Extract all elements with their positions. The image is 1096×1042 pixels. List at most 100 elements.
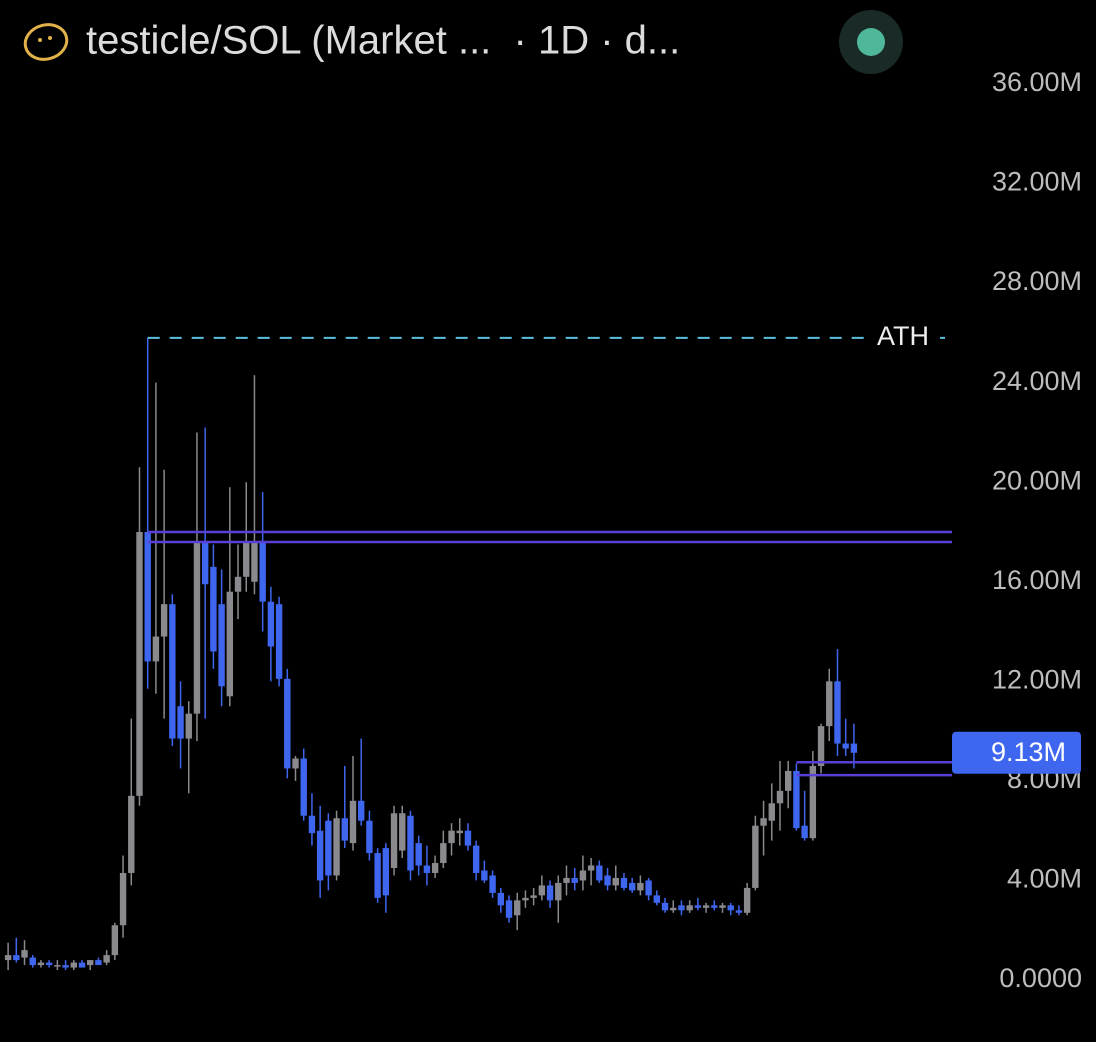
candle-body (29, 957, 36, 966)
candle-body (284, 678, 291, 769)
candle-body (481, 870, 488, 881)
candle-body (686, 905, 693, 911)
candle-body (267, 601, 275, 647)
y-tick-label: 4.00M (1007, 864, 1082, 894)
candle-body (571, 877, 578, 883)
candle-body (366, 820, 373, 854)
candle-body (144, 532, 151, 662)
y-tick-label: 28.00M (992, 266, 1082, 296)
candle-body (776, 790, 784, 804)
chart-title: testicle/SOL (Market ... · 1D · d... (86, 19, 680, 63)
candle-body (349, 800, 357, 844)
candle-body (399, 813, 406, 851)
candle-body (431, 863, 439, 873)
candle-body (538, 885, 546, 896)
candle-body (596, 865, 603, 881)
candle-body (415, 843, 422, 866)
candle-body (514, 900, 521, 916)
candle-body (497, 892, 504, 906)
candle-body (653, 895, 661, 903)
candle-body (842, 743, 849, 749)
candle-body (661, 902, 669, 911)
candle-body (390, 813, 398, 868)
candle-body (546, 885, 554, 901)
candle-body (817, 726, 825, 766)
candle-body (4, 955, 12, 961)
candle-body (727, 905, 734, 911)
candle-body (70, 962, 77, 968)
candle-body (694, 905, 702, 908)
candle-body (752, 825, 759, 888)
candle-body (87, 960, 94, 966)
y-tick-label: 24.00M (992, 366, 1082, 396)
y-tick-label: 0.0000 (999, 963, 1082, 993)
candle-body (579, 870, 587, 881)
candle-body (54, 965, 61, 967)
candle-body (308, 815, 316, 834)
candle-body (743, 887, 751, 913)
candle-body (136, 532, 143, 796)
candle-body (604, 875, 611, 886)
candle-body (472, 845, 480, 873)
candle-body (341, 818, 348, 841)
y-tick-label: 16.00M (992, 565, 1082, 595)
last-price-label: 9.13M (991, 737, 1066, 767)
candle-body (128, 795, 135, 873)
ath-label: ATH (877, 321, 929, 351)
candle-body (637, 882, 644, 891)
candle-body (670, 907, 677, 911)
candle-body (850, 743, 858, 753)
candle-body (628, 882, 636, 891)
candle-body (218, 604, 225, 687)
candle-body (21, 950, 28, 958)
status-indicator (839, 10, 903, 74)
candle-body (448, 830, 455, 844)
token-icon (23, 23, 69, 61)
candle-body (325, 820, 332, 876)
candle-body (785, 770, 792, 791)
candle-body (711, 905, 718, 908)
candle-body (201, 541, 209, 585)
candle-body (78, 962, 86, 968)
candle-body (760, 818, 767, 826)
y-tick-label: 36.00M (992, 67, 1082, 97)
last-price-box (952, 731, 1081, 774)
candle-body (316, 830, 324, 881)
candle-body (160, 604, 168, 637)
candle-body (119, 872, 127, 926)
candle-body (423, 865, 431, 873)
candle-body (177, 706, 184, 739)
candle-body (45, 962, 53, 966)
candle-body (374, 853, 381, 898)
candle-body (826, 681, 833, 727)
candle-body (243, 541, 250, 577)
candle-body (505, 900, 513, 918)
candle-body (612, 877, 619, 886)
candle-body (464, 830, 472, 846)
candle-body (193, 541, 201, 714)
ath-label-bg (866, 319, 940, 356)
candle-body (210, 566, 217, 652)
candle-body (678, 905, 685, 911)
candle-body (456, 830, 463, 834)
candle-body (111, 925, 119, 956)
candle-body (555, 882, 562, 901)
candle-body (292, 758, 299, 769)
candle-body (37, 962, 45, 966)
y-tick-label: 20.00M (992, 465, 1082, 495)
candle-body (735, 910, 743, 913)
candle-body (300, 758, 307, 816)
candle-body (226, 591, 234, 697)
candle-body (768, 803, 775, 821)
candle-body (62, 965, 69, 968)
candle-body (333, 818, 340, 876)
candle-body (809, 765, 817, 839)
candle-body (251, 541, 258, 582)
candle-body (234, 576, 242, 592)
candle-body (407, 815, 414, 871)
candle-body (185, 713, 192, 739)
candle-body (358, 800, 365, 821)
candle-body (620, 877, 628, 888)
